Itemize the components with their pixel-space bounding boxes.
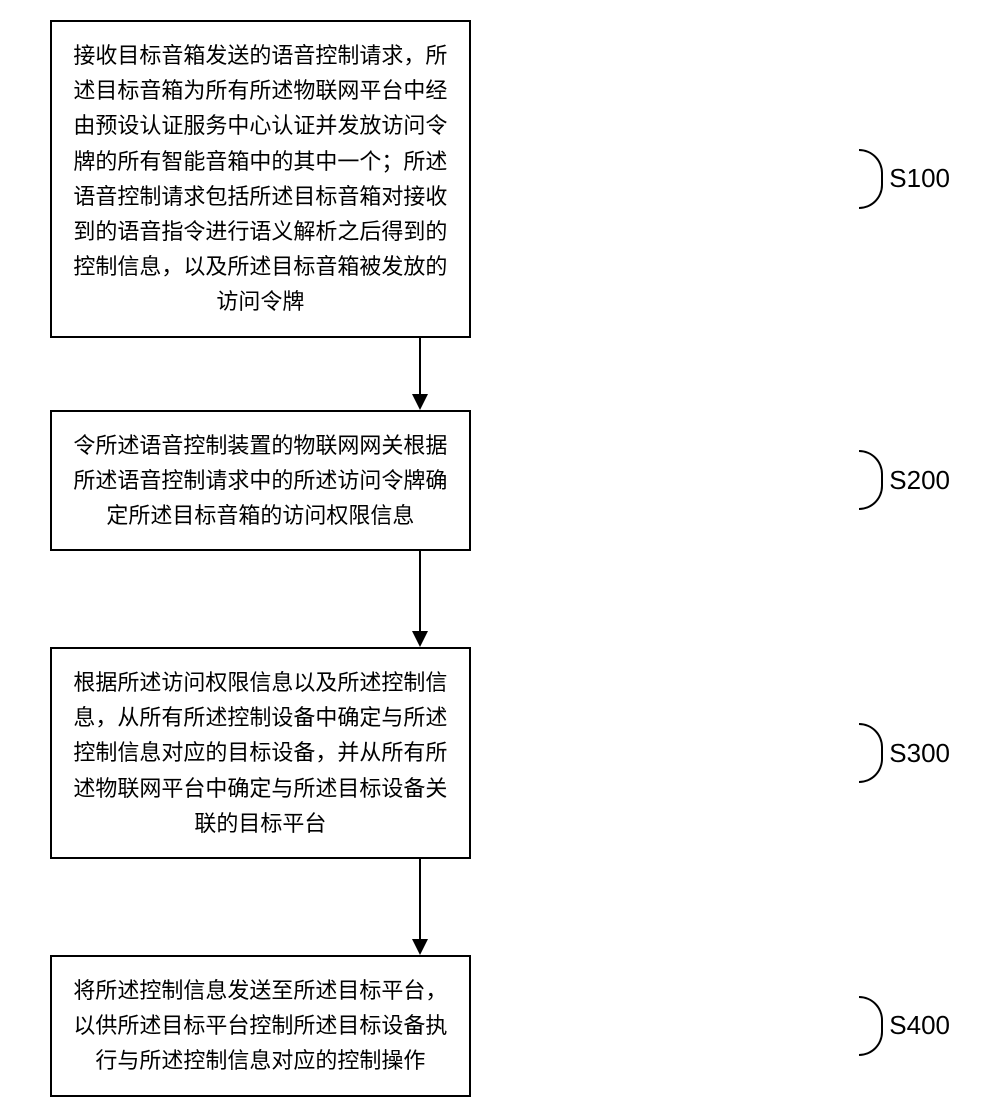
arrow-down-icon (408, 859, 432, 955)
arrow-wrap (50, 551, 790, 647)
flowchart-container: 接收目标音箱发送的语音控制请求，所述目标音箱为所有所述物联网平台中经由预设认证服… (50, 20, 950, 1097)
connector-curve (859, 723, 883, 783)
label-connector (471, 1011, 872, 1041)
step-box-s100: 接收目标音箱发送的语音控制请求，所述目标音箱为所有所述物联网平台中经由预设认证服… (50, 20, 471, 338)
connector-curve (859, 996, 883, 1056)
step-label-s200: S200 (889, 465, 950, 496)
step-box-s200: 令所述语音控制装置的物联网网关根据所述语音控制请求中的所述访问令牌确定所述目标音… (50, 410, 471, 552)
step-box-s300: 根据所述访问权限信息以及所述控制信息，从所有所述控制设备中确定与所述控制信息对应… (50, 647, 471, 859)
step-row: 根据所述访问权限信息以及所述控制信息，从所有所述控制设备中确定与所述控制信息对应… (50, 647, 950, 859)
step-text: 令所述语音控制装置的物联网网关根据所述语音控制请求中的所述访问令牌确定所述目标音… (73, 433, 447, 528)
label-connector (471, 738, 872, 768)
arrow-wrap (50, 859, 790, 955)
step-text: 接收目标音箱发送的语音控制请求，所述目标音箱为所有所述物联网平台中经由预设认证服… (73, 43, 447, 314)
step-row: 接收目标音箱发送的语音控制请求，所述目标音箱为所有所述物联网平台中经由预设认证服… (50, 20, 950, 338)
label-connector (471, 465, 872, 495)
connector-curve (859, 450, 883, 510)
arrow-wrap (50, 338, 790, 410)
step-box-s400: 将所述控制信息发送至所述目标平台，以供所述目标平台控制所述目标设备执行与所述控制… (50, 955, 471, 1097)
arrow-down-icon (408, 338, 432, 410)
step-label-s400: S400 (889, 1010, 950, 1041)
step-label-s100: S100 (889, 163, 950, 194)
label-connector (471, 164, 872, 194)
step-row: 将所述控制信息发送至所述目标平台，以供所述目标平台控制所述目标设备执行与所述控制… (50, 955, 950, 1097)
step-text: 将所述控制信息发送至所述目标平台，以供所述目标平台控制所述目标设备执行与所述控制… (73, 978, 447, 1073)
step-row: 令所述语音控制装置的物联网网关根据所述语音控制请求中的所述访问令牌确定所述目标音… (50, 410, 950, 552)
step-text: 根据所述访问权限信息以及所述控制信息，从所有所述控制设备中确定与所述控制信息对应… (73, 670, 447, 836)
arrow-down-icon (408, 551, 432, 647)
step-label-s300: S300 (889, 738, 950, 769)
connector-curve (859, 149, 883, 209)
